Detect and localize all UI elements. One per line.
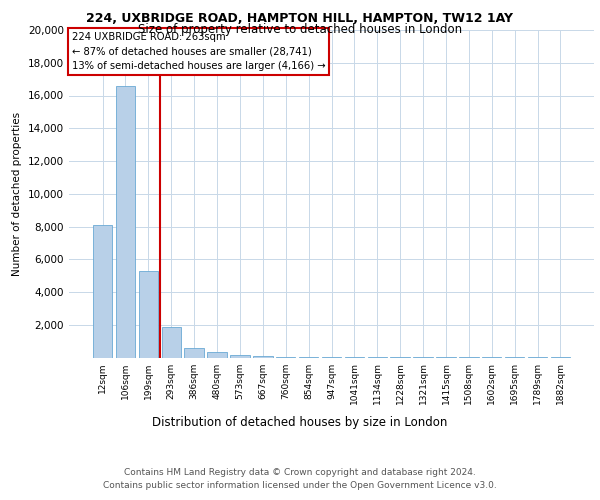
Text: Contains public sector information licensed under the Open Government Licence v3: Contains public sector information licen… bbox=[103, 482, 497, 490]
Text: Distribution of detached houses by size in London: Distribution of detached houses by size … bbox=[152, 416, 448, 429]
Bar bbox=[253, 356, 272, 358]
Bar bbox=[93, 225, 112, 358]
Y-axis label: Number of detached properties: Number of detached properties bbox=[13, 112, 22, 276]
Bar bbox=[139, 270, 158, 358]
Bar bbox=[299, 357, 319, 358]
Bar bbox=[184, 348, 204, 358]
Bar bbox=[230, 355, 250, 358]
Text: Size of property relative to detached houses in London: Size of property relative to detached ho… bbox=[138, 22, 462, 36]
Bar bbox=[161, 327, 181, 358]
Text: Contains HM Land Registry data © Crown copyright and database right 2024.: Contains HM Land Registry data © Crown c… bbox=[124, 468, 476, 477]
Bar bbox=[208, 352, 227, 358]
Text: 224, UXBRIDGE ROAD, HAMPTON HILL, HAMPTON, TW12 1AY: 224, UXBRIDGE ROAD, HAMPTON HILL, HAMPTO… bbox=[86, 12, 514, 26]
Text: 224 UXBRIDGE ROAD: 263sqm
← 87% of detached houses are smaller (28,741)
13% of s: 224 UXBRIDGE ROAD: 263sqm ← 87% of detac… bbox=[71, 32, 325, 71]
Bar bbox=[276, 356, 295, 358]
Bar bbox=[116, 86, 135, 357]
